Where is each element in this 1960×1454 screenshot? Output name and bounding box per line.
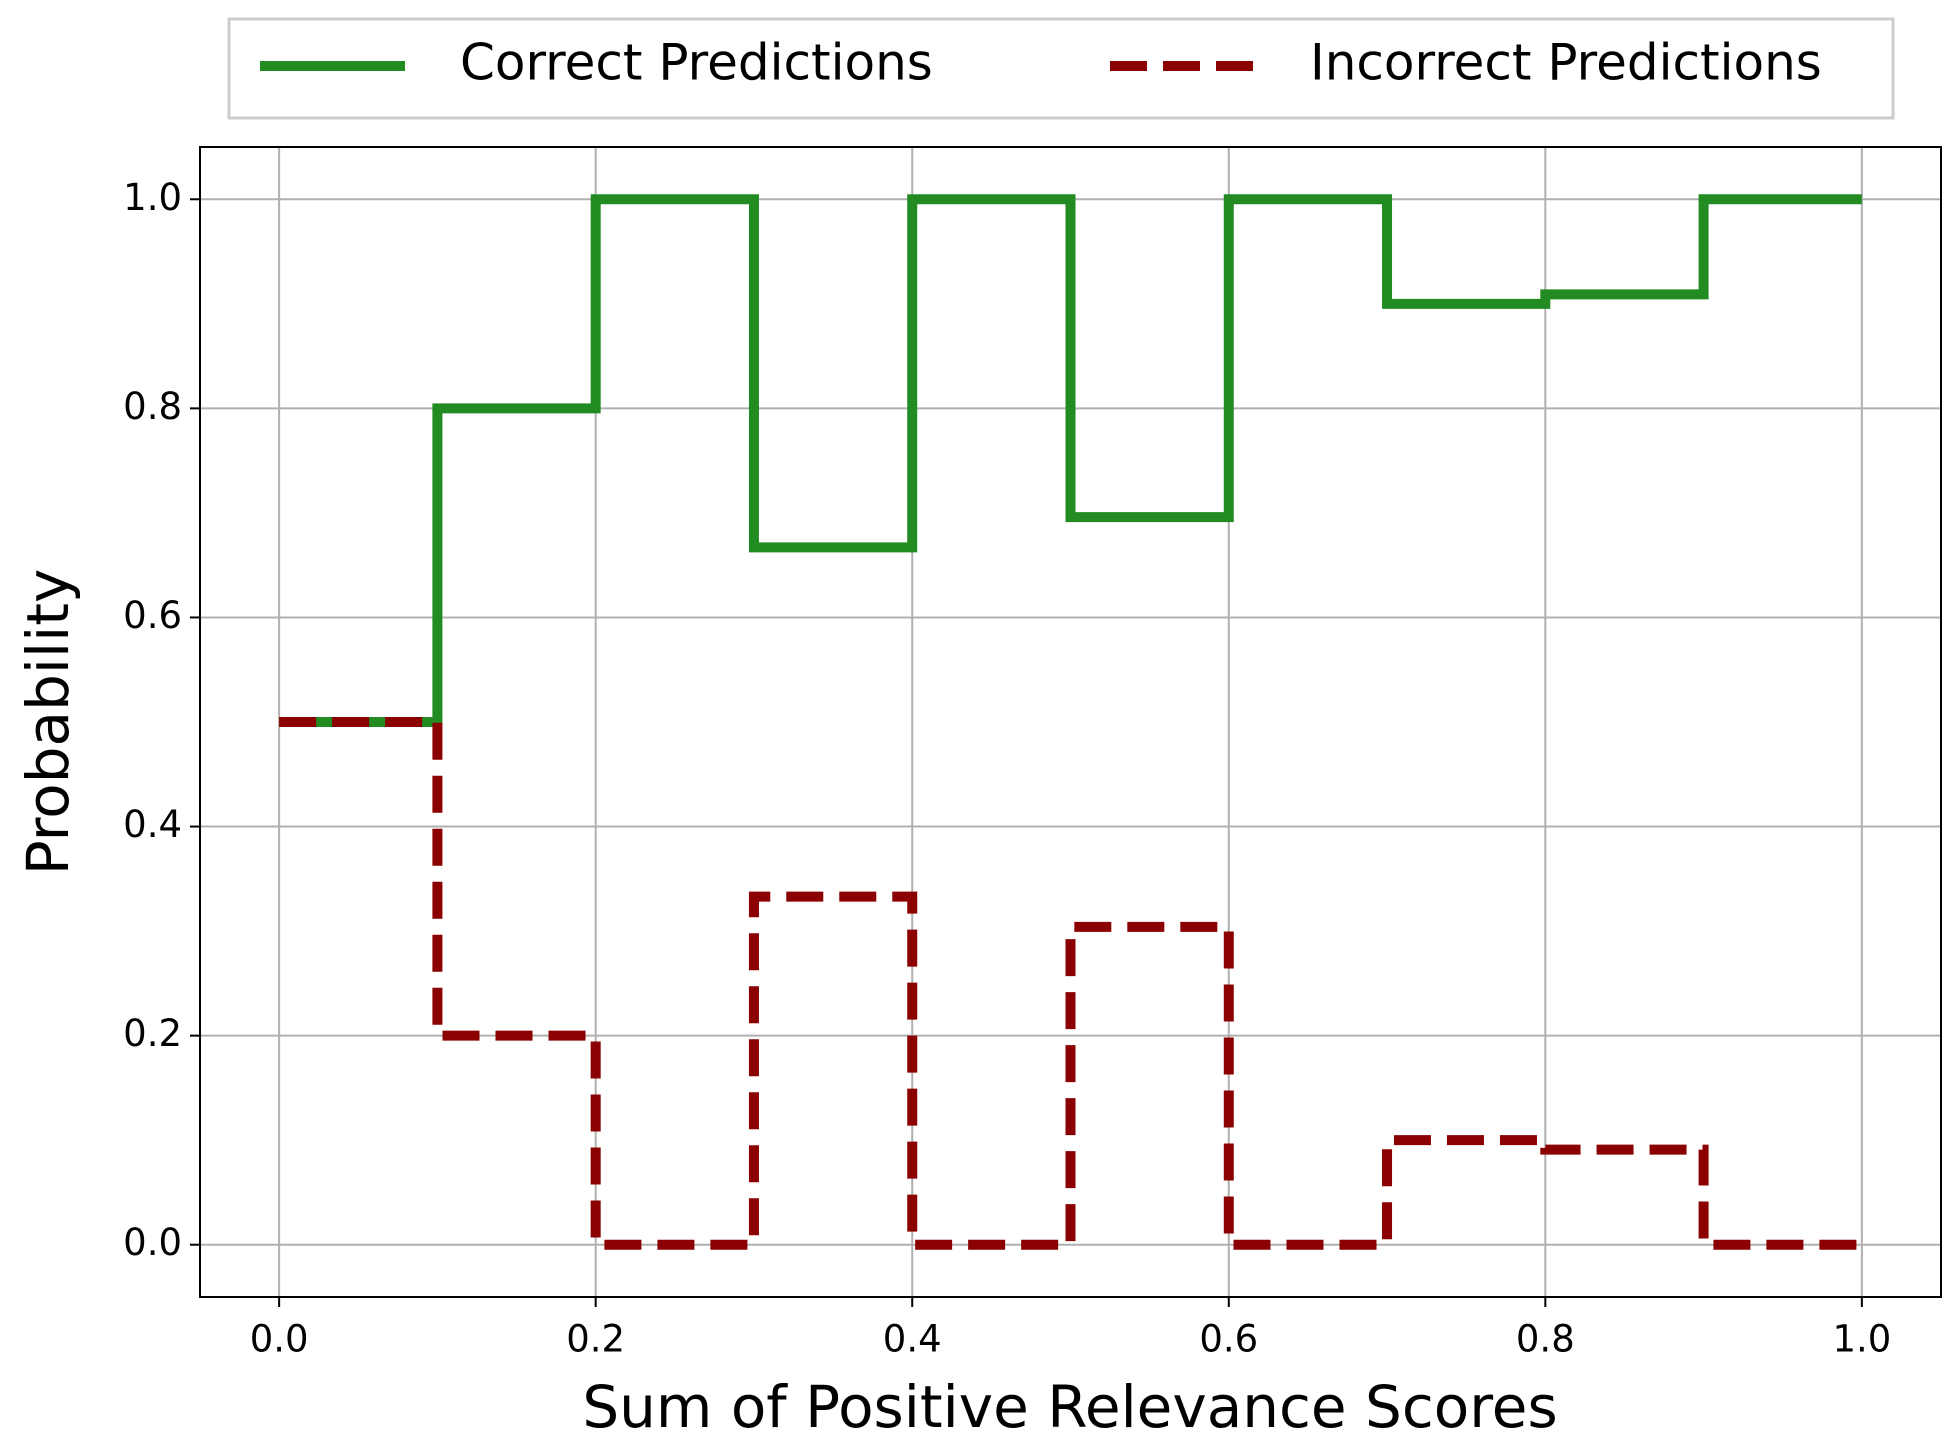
x-tick-label: 0.0 — [250, 1318, 309, 1361]
x-tick-label: 0.6 — [1199, 1318, 1258, 1361]
y-axis-label: Probability — [14, 569, 82, 876]
plot-frame — [199, 146, 1942, 1298]
x-axis-label: Sum of Positive Relevance Scores — [582, 1373, 1557, 1441]
series-line — [279, 194, 1862, 727]
series-line — [279, 717, 1862, 1250]
legend-label: Incorrect Predictions — [1310, 34, 1822, 92]
x-tick-label: 0.2 — [566, 1318, 625, 1361]
y-tick-label: 0.4 — [123, 803, 182, 846]
x-tick-label: 0.8 — [1516, 1318, 1575, 1361]
y-tick-label: 1.0 — [123, 176, 182, 219]
y-tick-label: 0.2 — [123, 1012, 182, 1055]
x-tick-label: 1.0 — [1832, 1318, 1891, 1361]
y-tick-label: 0.8 — [123, 385, 182, 428]
legend-box — [227, 17, 1895, 120]
y-tick-label: 0.0 — [123, 1221, 182, 1264]
x-tick-label: 0.4 — [883, 1318, 942, 1361]
y-tick-label: 0.6 — [123, 594, 182, 637]
legend-label: Correct Predictions — [460, 34, 933, 92]
